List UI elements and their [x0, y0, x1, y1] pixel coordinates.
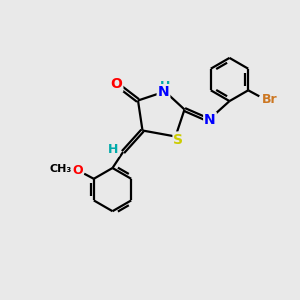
Text: N: N [158, 85, 169, 99]
Text: H: H [108, 142, 118, 156]
Text: O: O [72, 164, 83, 177]
Text: O: O [110, 77, 122, 91]
Text: S: S [173, 133, 184, 146]
Text: H: H [160, 80, 170, 93]
Text: Br: Br [262, 93, 278, 106]
Text: CH₃: CH₃ [50, 164, 72, 174]
Text: N: N [204, 113, 216, 127]
